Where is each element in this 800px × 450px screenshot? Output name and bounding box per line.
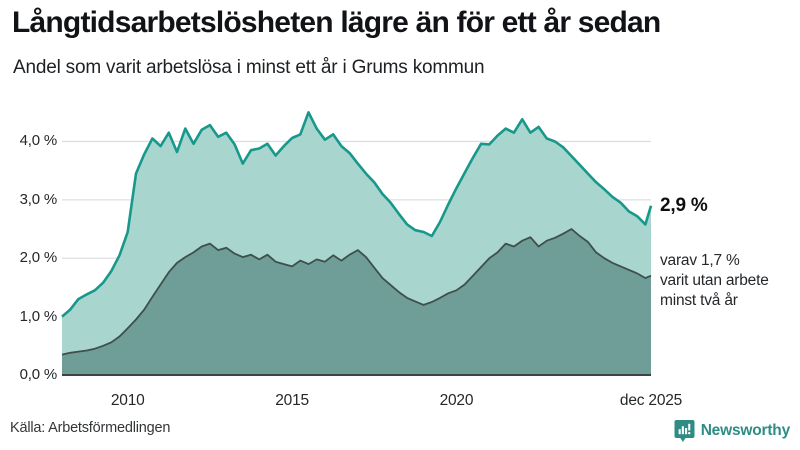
area-fill <box>62 229 651 375</box>
x-axis-label: dec 2025 <box>619 392 683 409</box>
newsworthy-logo-icon <box>674 420 695 442</box>
x-axis-label: 2020 <box>439 392 474 409</box>
y-axis-label: 0,0 % <box>19 366 58 383</box>
x-axis-label: 2015 <box>275 392 309 409</box>
secondary-series-annotation: varav 1,7 % varit utan arbete minst två … <box>660 251 769 311</box>
secondary-annotation-line-1: varav 1,7 % <box>660 252 740 269</box>
y-axis-label: 2,0 % <box>19 249 58 267</box>
latest-value-annotation: 2,9 % <box>660 195 708 216</box>
secondary-annotation-line-2: varit utan arbete <box>660 272 769 289</box>
secondary-annotation-line-3: minst två år <box>660 292 738 309</box>
source-attribution: Källa: Arbetsförmedlingen <box>10 420 171 436</box>
newsworthy-brand: Newsworthy <box>674 419 790 443</box>
chart-subtitle: Andel som varit arbetslösa i minst ett å… <box>13 57 485 78</box>
y-axis-label: 4,0 % <box>19 132 58 150</box>
series-line <box>61 111 653 318</box>
chart-title: Långtidsarbetslösheten lägre än för ett … <box>12 6 661 39</box>
x-axis-label: 2010 <box>110 392 145 409</box>
y-axis-label: 1,0 % <box>19 307 58 325</box>
y-axis-label: 3,0 % <box>19 190 58 208</box>
newsworthy-wordmark: Newsworthy <box>700 422 791 439</box>
series-line <box>61 228 652 356</box>
